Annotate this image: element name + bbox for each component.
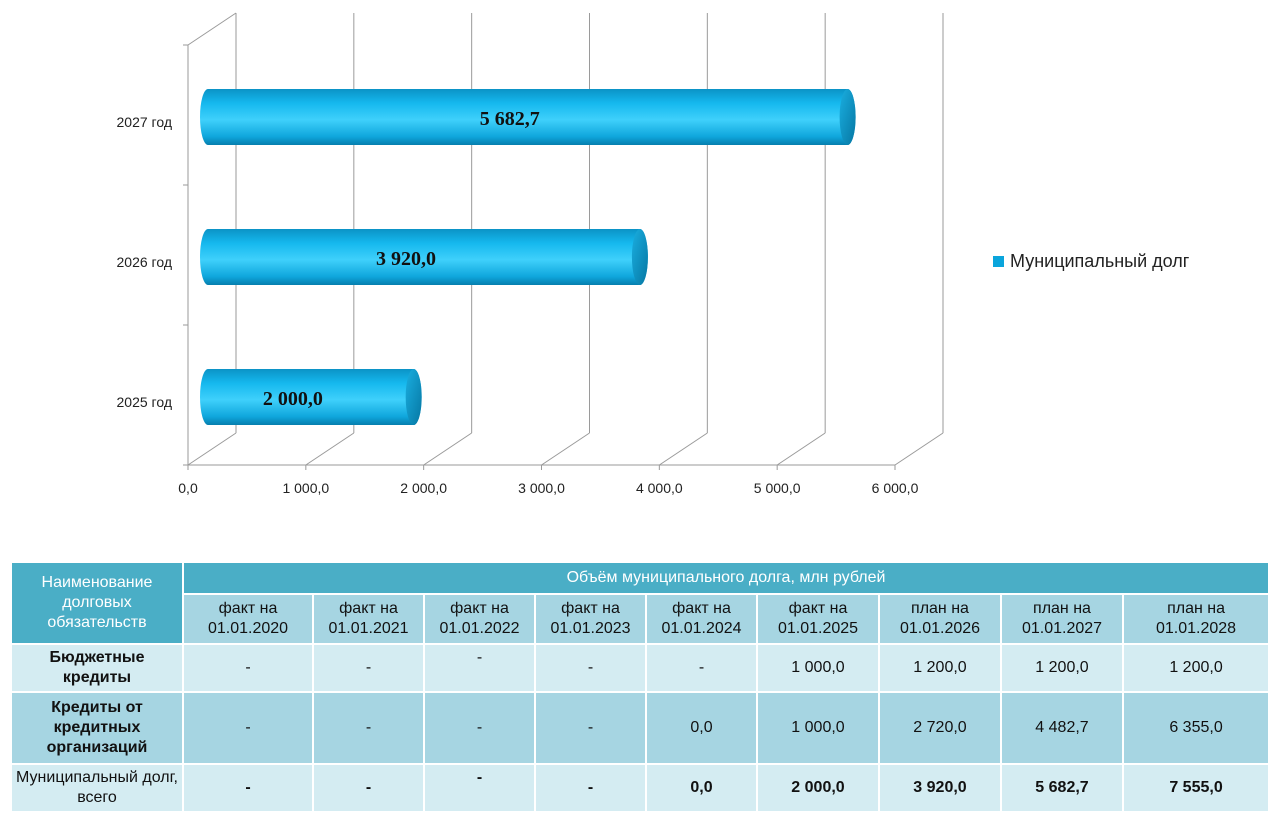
table-cell: 1 200,0 bbox=[1121, 643, 1271, 693]
column-header: план на 01.01.2026 bbox=[878, 593, 1002, 645]
top-wall-edge bbox=[187, 12, 237, 46]
table-cell: - bbox=[182, 763, 314, 813]
floor-gridline bbox=[659, 432, 708, 466]
table-row: Бюджетные кредиты - - - - - 1 000,0 1 20… bbox=[10, 643, 1271, 693]
y-category-label: 2026 год bbox=[117, 254, 172, 270]
table-cell: 1 000,0 bbox=[756, 691, 880, 765]
floor-gridline bbox=[541, 432, 590, 466]
table-cell: - bbox=[534, 691, 647, 765]
legend-swatch bbox=[993, 256, 1004, 267]
municipal-debt-table: Наименование долговых обязательств Объём… bbox=[10, 561, 1271, 813]
column-header: факт на 01.01.2020 bbox=[182, 593, 314, 645]
column-header: факт на 01.01.2021 bbox=[312, 593, 425, 645]
bar-end-cap bbox=[631, 229, 648, 285]
table-cell: 0,0 bbox=[645, 763, 758, 813]
table-cell: 3 920,0 bbox=[878, 763, 1002, 813]
table-cell: 0,0 bbox=[645, 691, 758, 765]
floor-gridline bbox=[776, 432, 826, 466]
y-category-label: 2027 год bbox=[117, 114, 172, 130]
table-cell: - bbox=[423, 763, 536, 813]
bar-value-label: 3 920,0 bbox=[376, 248, 436, 270]
table-cell-value: - bbox=[476, 649, 483, 666]
x-tick-label: 2 000,0 bbox=[400, 480, 447, 496]
table-cell: 7 555,0 bbox=[1121, 763, 1271, 813]
x-tick-label: 6 000,0 bbox=[872, 480, 919, 496]
bar bbox=[200, 369, 422, 425]
table-cell: - bbox=[312, 763, 425, 813]
x-tick-label: 0,0 bbox=[178, 480, 198, 496]
row-name: Бюджетные кредиты bbox=[10, 643, 184, 693]
bar-chart: 0,0 1 000,0 2 000,0 3 000,0 4 000,0 5 000,0 6 … bbox=[117, 12, 944, 496]
table-cell: - bbox=[312, 691, 425, 765]
table-cell: 1 200,0 bbox=[1000, 643, 1124, 693]
table-cell: 5 682,7 bbox=[1000, 763, 1124, 813]
column-header: план на 01.01.2028 bbox=[1121, 593, 1271, 645]
bar-end-cap bbox=[405, 369, 422, 425]
table-cell: 6 355,0 bbox=[1121, 691, 1271, 765]
table-cell: - bbox=[534, 763, 647, 813]
table-cell: 1 000,0 bbox=[756, 643, 880, 693]
table-group-header: Объём муниципального долга, млн рублей bbox=[181, 561, 1271, 595]
floor-gridline bbox=[423, 432, 472, 466]
table-cell-value: - bbox=[476, 769, 483, 786]
bar-end-cap bbox=[839, 89, 856, 145]
column-header: план на 01.01.2027 bbox=[1000, 593, 1124, 645]
floor-gridline bbox=[187, 432, 237, 466]
column-header: факт на 01.01.2023 bbox=[534, 593, 647, 645]
table-cell: 2 000,0 bbox=[756, 763, 880, 813]
column-header: факт на 01.01.2024 bbox=[645, 593, 758, 645]
bar-value-label: 5 682,7 bbox=[480, 108, 540, 130]
column-header: факт на 01.01.2022 bbox=[423, 593, 536, 645]
table-cell: - bbox=[534, 643, 647, 693]
table-cell: 4 482,7 bbox=[1000, 691, 1124, 765]
legend-label: Муниципальный долг bbox=[1010, 251, 1190, 271]
table-cell: 2 720,0 bbox=[878, 691, 1002, 765]
bar-value-label: 2 000,0 bbox=[263, 388, 323, 410]
table-cell: - bbox=[182, 691, 314, 765]
column-header: факт на 01.01.2025 bbox=[756, 593, 880, 645]
x-tick-label: 1 000,0 bbox=[282, 480, 329, 496]
table-row: Кредиты от кредитных организаций - - - -… bbox=[10, 691, 1271, 765]
table-cell: - bbox=[423, 643, 536, 693]
table-name-header: Наименование долговых обязательств bbox=[10, 561, 184, 645]
table-cell: - bbox=[645, 643, 758, 693]
table-cell: - bbox=[423, 691, 536, 765]
bar bbox=[200, 89, 856, 145]
row-name: Муниципальный долг, всего bbox=[10, 763, 184, 813]
row-name: Кредиты от кредитных организаций bbox=[10, 691, 184, 765]
table-cell: - bbox=[182, 643, 314, 693]
x-tick-label: 5 000,0 bbox=[754, 480, 801, 496]
x-tick-label: 4 000,0 bbox=[636, 480, 683, 496]
y-category-label: 2025 год bbox=[117, 394, 172, 410]
floor-gridline bbox=[894, 432, 944, 466]
chart-legend: Муниципальный долг bbox=[993, 251, 1189, 272]
bar bbox=[200, 229, 648, 285]
floor-gridline bbox=[305, 432, 355, 466]
x-tick-label: 3 000,0 bbox=[518, 480, 565, 496]
table-cell: 1 200,0 bbox=[878, 643, 1002, 693]
table-row: Муниципальный долг, всего - - - - 0,0 2 … bbox=[10, 763, 1271, 813]
table-cell: - bbox=[312, 643, 425, 693]
